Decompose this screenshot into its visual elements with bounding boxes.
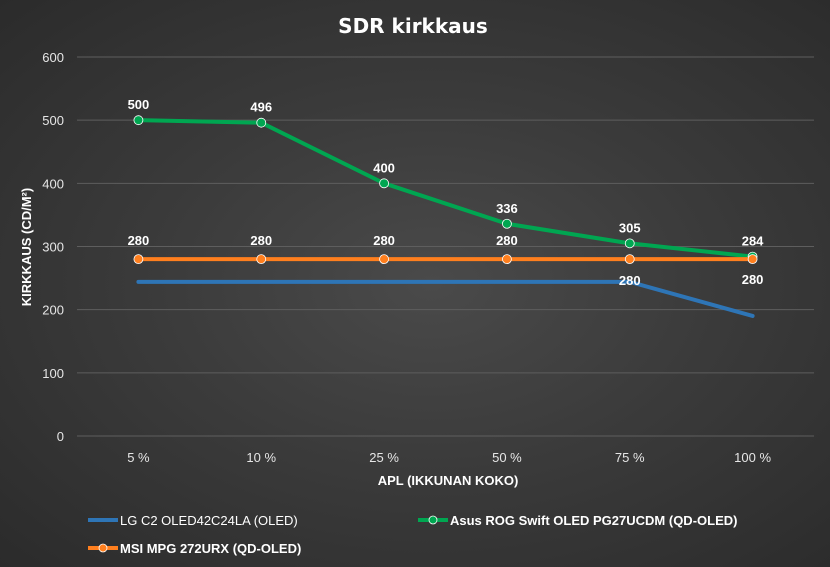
y-tick-label: 500 — [42, 113, 64, 128]
series-line-lg-c2-oled42c24la-oled — [136, 279, 755, 318]
data-labels: 500 496 400 336 305 284 280 280 280 280 280 280 — [128, 97, 765, 288]
y-tick-label: 0 — [57, 429, 64, 444]
data-point-asus-rog-swift-oled-pg27ucdm-qd-oled — [624, 238, 635, 249]
legend-marker-asus-rog-swift-oled-pg27ucdm-qd-oled — [428, 515, 438, 525]
data-label-msi-mpg-272urx-qd-oled: 280 — [250, 233, 272, 248]
legend-marker-msi-mpg-272urx-qd-oled — [98, 543, 108, 553]
data-point-msi-mpg-272urx-qd-oled — [379, 254, 389, 265]
chart-title: SDR kirkkaus — [338, 14, 488, 38]
data-point-asus-rog-swift-oled-pg27ucdm-qd-oled — [256, 117, 267, 128]
x-tick-label: 25 % — [369, 450, 399, 465]
series-layer — [133, 115, 758, 318]
legend-label-asus-rog-swift-oled-pg27ucdm-qd-oled: Asus ROG Swift OLED PG27UCDM (QD-OLED) — [450, 513, 737, 528]
data-point-asus-rog-swift-oled-pg27ucdm-qd-oled — [502, 218, 512, 229]
x-axis-label: APL (IKKUNAN KOKO) — [378, 473, 519, 488]
y-tick-label: 200 — [42, 303, 64, 318]
legend-label-msi-mpg-272urx-qd-oled: MSI MPG 272URX (QD-OLED) — [120, 541, 301, 556]
data-label-msi-mpg-272urx-qd-oled: 280 — [373, 233, 395, 248]
y-axis-label: KIRKKAUS (CD/M²) — [19, 188, 34, 306]
data-label-asus-rog-swift-oled-pg27ucdm-qd-oled: 496 — [250, 100, 272, 115]
data-label-asus-rog-swift-oled-pg27ucdm-qd-oled: 305 — [619, 220, 641, 235]
data-point-msi-mpg-272urx-qd-oled — [256, 254, 267, 265]
x-tick-label: 5 % — [127, 450, 150, 465]
y-tick-label: 600 — [42, 50, 64, 65]
y-tick-label: 400 — [42, 176, 64, 191]
data-label-msi-mpg-272urx-qd-oled: 280 — [496, 233, 518, 248]
y-axis-ticks: 0 100 200 300 400 500 600 — [42, 50, 64, 444]
y-tick-label: 300 — [42, 240, 64, 255]
data-point-msi-mpg-272urx-qd-oled — [133, 254, 144, 265]
data-label-asus-rog-swift-oled-pg27ucdm-qd-oled: 500 — [128, 97, 150, 112]
data-label-asus-rog-swift-oled-pg27ucdm-qd-oled: 336 — [496, 201, 518, 216]
gridlines — [77, 56, 814, 437]
data-point-asus-rog-swift-oled-pg27ucdm-qd-oled — [379, 178, 389, 189]
data-point-msi-mpg-272urx-qd-oled — [747, 254, 758, 265]
data-label-msi-mpg-272urx-qd-oled: 280 — [128, 233, 150, 248]
data-point-msi-mpg-272urx-qd-oled — [624, 254, 635, 265]
data-label-asus-rog-swift-oled-pg27ucdm-qd-oled: 284 — [742, 234, 764, 249]
data-point-msi-mpg-272urx-qd-oled — [502, 254, 512, 265]
data-point-asus-rog-swift-oled-pg27ucdm-qd-oled — [133, 115, 144, 126]
x-tick-label: 50 % — [492, 450, 522, 465]
legend-label-lg-c2-oled42c24la-oled: LG C2 OLED42C24LA (OLED) — [120, 513, 298, 528]
data-label-asus-rog-swift-oled-pg27ucdm-qd-oled: 400 — [373, 160, 395, 175]
x-tick-label: 10 % — [246, 450, 276, 465]
legend: LG C2 OLED42C24LA (OLED) Asus ROG Swift O… — [88, 513, 737, 556]
x-tick-label: 75 % — [615, 450, 645, 465]
y-tick-label: 100 — [42, 366, 64, 381]
x-axis-ticks: 5 % 10 % 25 % 50 % 75 % 100 % — [127, 450, 771, 465]
data-label-msi-mpg-272urx-qd-oled: 280 — [742, 272, 764, 287]
series-line-asus-rog-swift-oled-pg27ucdm-qd-oled — [136, 118, 755, 259]
x-tick-label: 100 % — [734, 450, 771, 465]
data-label-msi-mpg-272urx-qd-oled: 280 — [619, 273, 641, 288]
